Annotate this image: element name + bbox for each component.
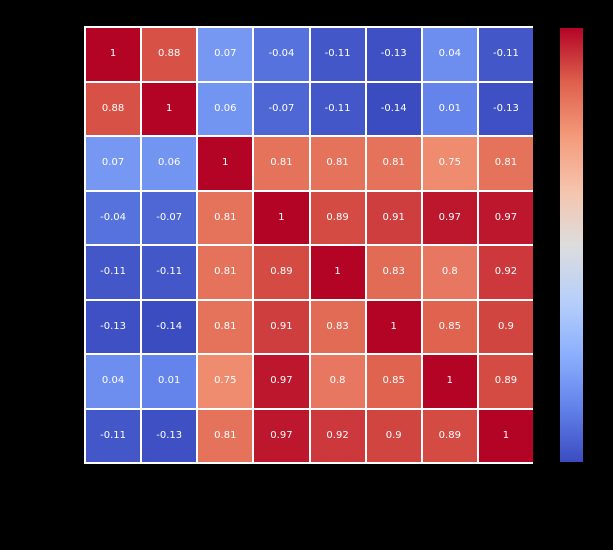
heatmap-cell: 0.07: [86, 137, 141, 190]
heatmap-cell: -0.13: [86, 300, 141, 353]
heatmap-cell: 1: [254, 191, 309, 244]
heatmap-cell: 0.81: [366, 137, 421, 190]
heatmap-cell: -0.04: [86, 191, 141, 244]
heatmap-cell: 0.75: [422, 137, 477, 190]
heatmap-cell: 0.88: [142, 28, 197, 81]
heatmap-cell: 1: [478, 409, 533, 462]
heatmap-cell: 0.81: [310, 137, 365, 190]
heatmap-cell: 1: [422, 355, 477, 408]
heatmap-cell: 0.92: [478, 246, 533, 299]
heatmap-cell: 0.83: [310, 300, 365, 353]
heatmap-cell: -0.11: [86, 246, 141, 299]
heatmap-cell: 0.91: [254, 300, 309, 353]
heatmap-cell: 0.01: [142, 355, 197, 408]
heatmap-cell: 0.81: [198, 409, 253, 462]
heatmap-cell: 0.89: [478, 355, 533, 408]
heatmap-cell: -0.14: [366, 82, 421, 135]
heatmap-cell: -0.13: [478, 82, 533, 135]
heatmap-cell: 0.85: [422, 300, 477, 353]
heatmap-cell: 0.91: [366, 191, 421, 244]
heatmap-cell: 0.97: [254, 409, 309, 462]
heatmap-cell: 1: [198, 137, 253, 190]
heatmap-cell: 1: [86, 28, 141, 81]
heatmap-cell: -0.07: [254, 82, 309, 135]
heatmap-cell: 0.81: [198, 300, 253, 353]
heatmap-cell: -0.11: [142, 246, 197, 299]
heatmap-cell: 0.75: [198, 355, 253, 408]
heatmap-cell: 0.83: [366, 246, 421, 299]
heatmap-cell: 0.9: [478, 300, 533, 353]
heatmap-cell: -0.11: [478, 28, 533, 81]
heatmap-cell: 0.81: [254, 137, 309, 190]
heatmap-cell: 0.81: [198, 191, 253, 244]
heatmap-cell: -0.11: [310, 28, 365, 81]
heatmap-cell: 0.81: [198, 246, 253, 299]
heatmap-cell: 0.85: [366, 355, 421, 408]
heatmap-cell: 0.06: [198, 82, 253, 135]
heatmap-cell: -0.07: [142, 191, 197, 244]
heatmap-cell: 0.04: [86, 355, 141, 408]
heatmap-cell: 0.06: [142, 137, 197, 190]
colorbar-gradient: [560, 28, 583, 462]
heatmap-cell: -0.11: [86, 409, 141, 462]
heatmap-cell: 0.01: [422, 82, 477, 135]
heatmap-cell: 0.89: [310, 191, 365, 244]
heatmap-cell: 0.97: [254, 355, 309, 408]
heatmap-cell: 0.97: [478, 191, 533, 244]
heatmap-cell: -0.13: [366, 28, 421, 81]
correlation-heatmap: 1 0.88 0.07 -0.04 -0.11 -0.13 0.04 -0.11 0.88 1 0.…: [84, 26, 533, 464]
heatmap-cell: -0.13: [142, 409, 197, 462]
heatmap-cell: 1: [142, 82, 197, 135]
heatmap-cell: 0.89: [254, 246, 309, 299]
heatmap-cell: 0.89: [422, 409, 477, 462]
heatmap-cell: -0.11: [310, 82, 365, 135]
heatmap-cell: 1: [310, 246, 365, 299]
heatmap-cell: 0.8: [422, 246, 477, 299]
heatmap-cell: 0.07: [198, 28, 253, 81]
heatmap-cell: -0.04: [254, 28, 309, 81]
heatmap-cell: 0.97: [422, 191, 477, 244]
heatmap-cell: 0.9: [366, 409, 421, 462]
heatmap-cell: 0.8: [310, 355, 365, 408]
heatmap-cell: 0.04: [422, 28, 477, 81]
heatmap-cell: 0.92: [310, 409, 365, 462]
heatmap-cell: 1: [366, 300, 421, 353]
heatmap-cell: -0.14: [142, 300, 197, 353]
heatmap-cell: 0.88: [86, 82, 141, 135]
heatmap-cell: 0.81: [478, 137, 533, 190]
